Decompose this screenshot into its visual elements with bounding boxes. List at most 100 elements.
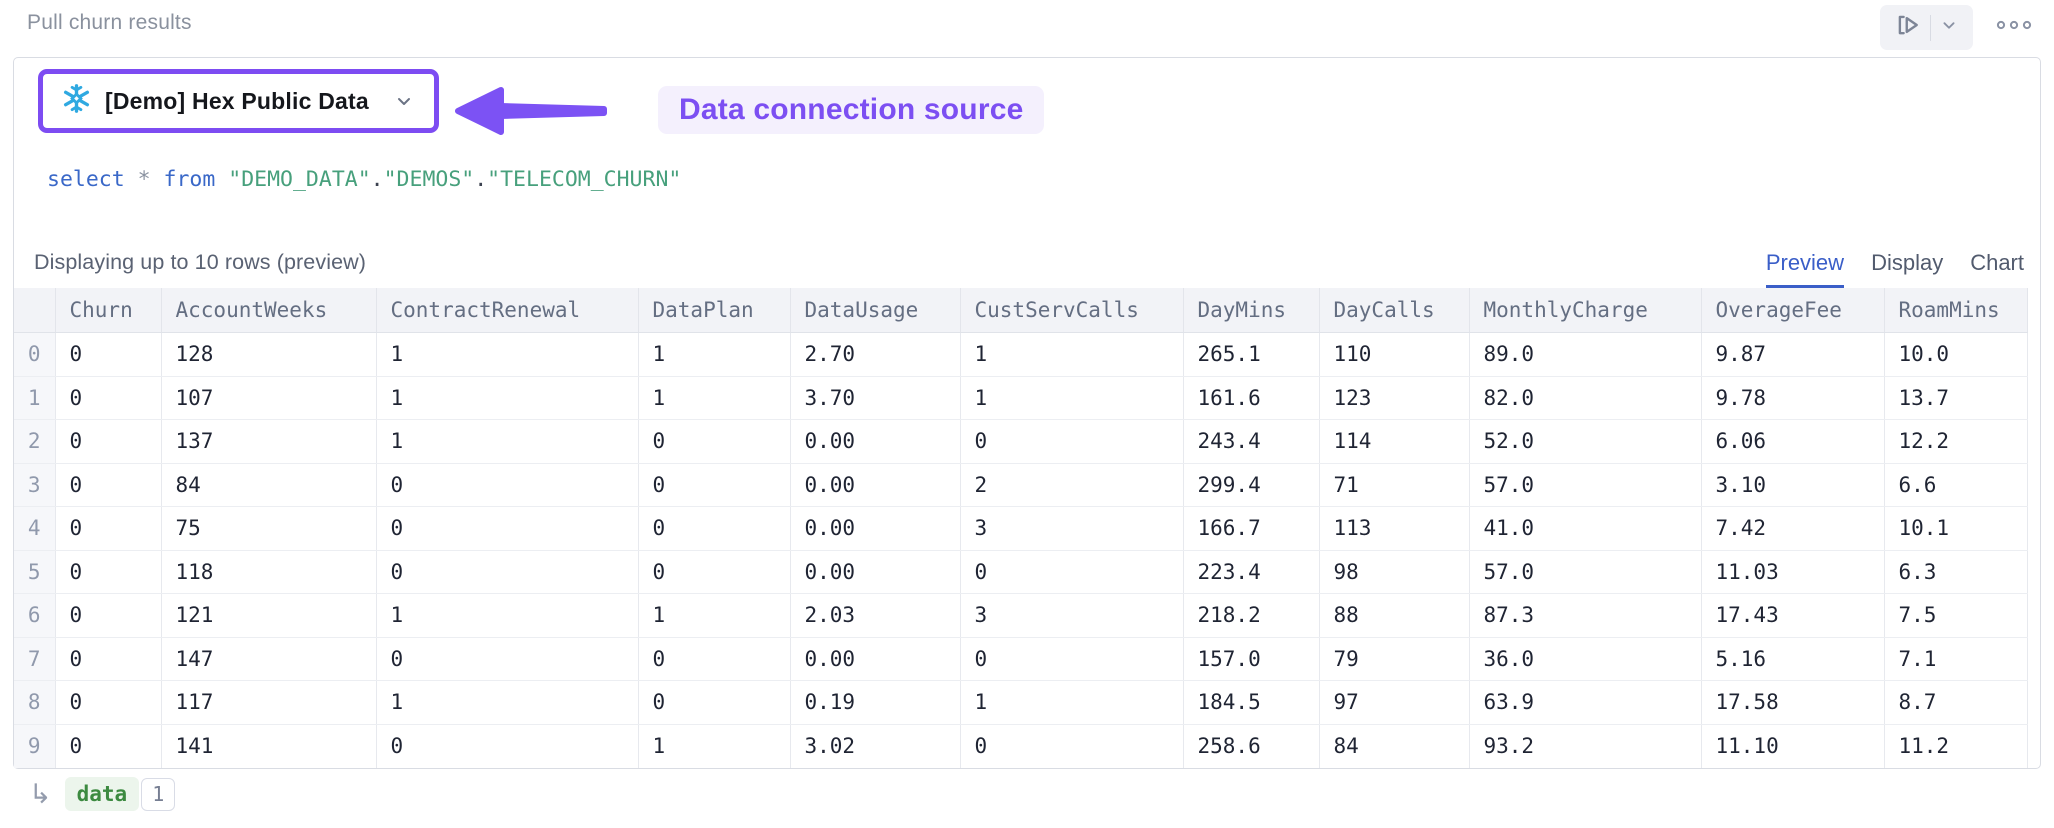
table-cell: 3.70 [790,376,961,420]
table-cell: 13.7 [1884,376,2028,420]
annotation-arrow-icon [451,83,611,144]
table-cell: 2 [960,463,1184,507]
table-cell: 6.6 [1884,463,2028,507]
table-cell: 89.0 [1469,332,1702,377]
table-cell: 57.0 [1469,550,1702,594]
table-cell: 113 [1319,506,1470,551]
column-header-datausage[interactable]: DataUsage [790,287,961,333]
table-cell: 36.0 [1469,637,1702,681]
run-options-button[interactable] [1931,14,1967,41]
column-header-roammins[interactable]: RoamMins [1884,287,2028,333]
table-cell: 1 [960,376,1184,420]
table-cell: 128 [161,332,377,377]
table-cell: 3.10 [1701,463,1885,507]
table-cell: 3 [960,593,1184,638]
toolbar-divider [1929,14,1931,41]
table-row: 9 0 141 0 1 3.02 0 258.6 84 93.2 11.10 11.2 [14,724,2028,768]
table-cell: 0 [55,463,162,507]
output-variable-badge[interactable]: data [64,777,140,811]
table-row: 7 0 147 0 0 0.00 0 157.0 79 36.0 5.16 7.1 [14,637,2028,681]
table-cell: 3 [960,506,1184,551]
table-cell: 1 [638,332,791,377]
table-cell: 223.4 [1183,550,1320,594]
table-cell: 75 [161,506,377,551]
column-header-dataplan[interactable]: DataPlan [638,287,791,333]
table-cell: 1 [376,680,639,725]
tab-chart[interactable]: Chart [1970,250,2024,275]
cell-toolbar [1879,5,2040,50]
cell-output-footer: ↳ data 1 [29,777,176,811]
ellipsis-icon [1995,17,2033,38]
table-cell: 7.5 [1884,593,2028,638]
results-tabs: Preview Display Chart [1765,250,2024,288]
run-cell-icon [1893,10,1923,45]
table-cell: 0 [55,724,162,768]
table-cell: 87.3 [1469,593,1702,638]
table-cell: 1 [376,593,639,638]
row-index: 5 [14,550,56,594]
table-cell: 107 [161,376,377,420]
column-header-contractrenewal[interactable]: ContractRenewal [376,287,639,333]
table-cell: 121 [161,593,377,638]
row-index: 3 [14,463,56,507]
run-button-group [1879,5,1973,50]
table-cell: 9.87 [1701,332,1885,377]
table-cell: 1 [638,376,791,420]
table-cell: 11.03 [1701,550,1885,594]
row-index: 1 [14,376,56,420]
table-cell: 147 [161,637,377,681]
results-table: Churn AccountWeeks ContractRenewal DataPlan… [14,287,2028,768]
row-index: 6 [14,593,56,638]
row-index: 0 [14,332,56,377]
sql-editor[interactable]: select * from "DEMO_DATA"."DEMOS"."TELEC… [47,163,681,197]
column-header-daycalls[interactable]: DayCalls [1319,287,1470,333]
table-cell: 114 [1319,419,1470,464]
table-cell: 6.06 [1701,419,1885,464]
row-index: 9 [14,724,56,768]
table-cell: 0 [55,506,162,551]
table-cell: 0 [376,724,639,768]
table-cell: 161.6 [1183,376,1320,420]
table-cell: 71 [1319,463,1470,507]
column-header-churn[interactable]: Churn [55,287,162,333]
table-row: 3 0 84 0 0 0.00 2 299.4 71 57.0 3.10 6.6 [14,463,2028,507]
table-row: 6 0 121 1 1 2.03 3 218.2 88 87.3 17.43 7.5 [14,593,2028,638]
column-header-overagefee[interactable]: OverageFee [1701,287,1885,333]
column-header-monthlycharge[interactable]: MonthlyCharge [1469,287,1702,333]
table-cell: 0 [376,550,639,594]
output-return-icon: ↳ [29,778,52,809]
table-cell: 0 [638,680,791,725]
table-row: 8 0 117 1 0 0.19 1 184.5 97 63.9 17.58 8.7 [14,680,2028,725]
column-header-accountweeks[interactable]: AccountWeeks [161,287,377,333]
table-cell: 63.9 [1469,680,1702,725]
table-cell: 0.00 [790,637,961,681]
table-cell: 1 [960,332,1184,377]
table-cell: 0 [55,376,162,420]
column-header-custservcalls[interactable]: CustServCalls [960,287,1184,333]
table-cell: 3.02 [790,724,961,768]
table-cell: 10.0 [1884,332,2028,377]
table-cell: 9.78 [1701,376,1885,420]
table-cell: 123 [1319,376,1470,420]
tab-preview[interactable]: Preview [1765,250,1845,288]
run-cell-button[interactable] [1886,10,1930,45]
table-cell: 7.42 [1701,506,1885,551]
more-options-button[interactable] [1989,11,2039,44]
row-index: 2 [14,419,56,464]
table-row: 5 0 118 0 0 0.00 0 223.4 98 57.0 11.03 6.3 [14,550,2028,594]
table-cell: 0 [376,506,639,551]
annotation-label: Data connection source [658,86,1045,134]
table-cell: 0 [638,637,791,681]
table-cell: 0 [55,550,162,594]
table-cell: 11.10 [1701,724,1885,768]
sql-cell-card: [Demo] Hex Public Data Data connection s… [13,57,2041,769]
table-cell: 5.16 [1701,637,1885,681]
column-header-daymins[interactable]: DayMins [1183,287,1320,333]
table-cell: 0 [638,550,791,594]
data-connection-dropdown[interactable]: [Demo] Hex Public Data [38,69,439,133]
table-cell: 12.2 [1884,419,2028,464]
tab-display[interactable]: Display [1871,250,1944,275]
results-status: Displaying up to 10 rows (preview) [34,250,367,274]
table-row: 2 0 137 1 0 0.00 0 243.4 114 52.0 6.06 12.2 [14,419,2028,464]
